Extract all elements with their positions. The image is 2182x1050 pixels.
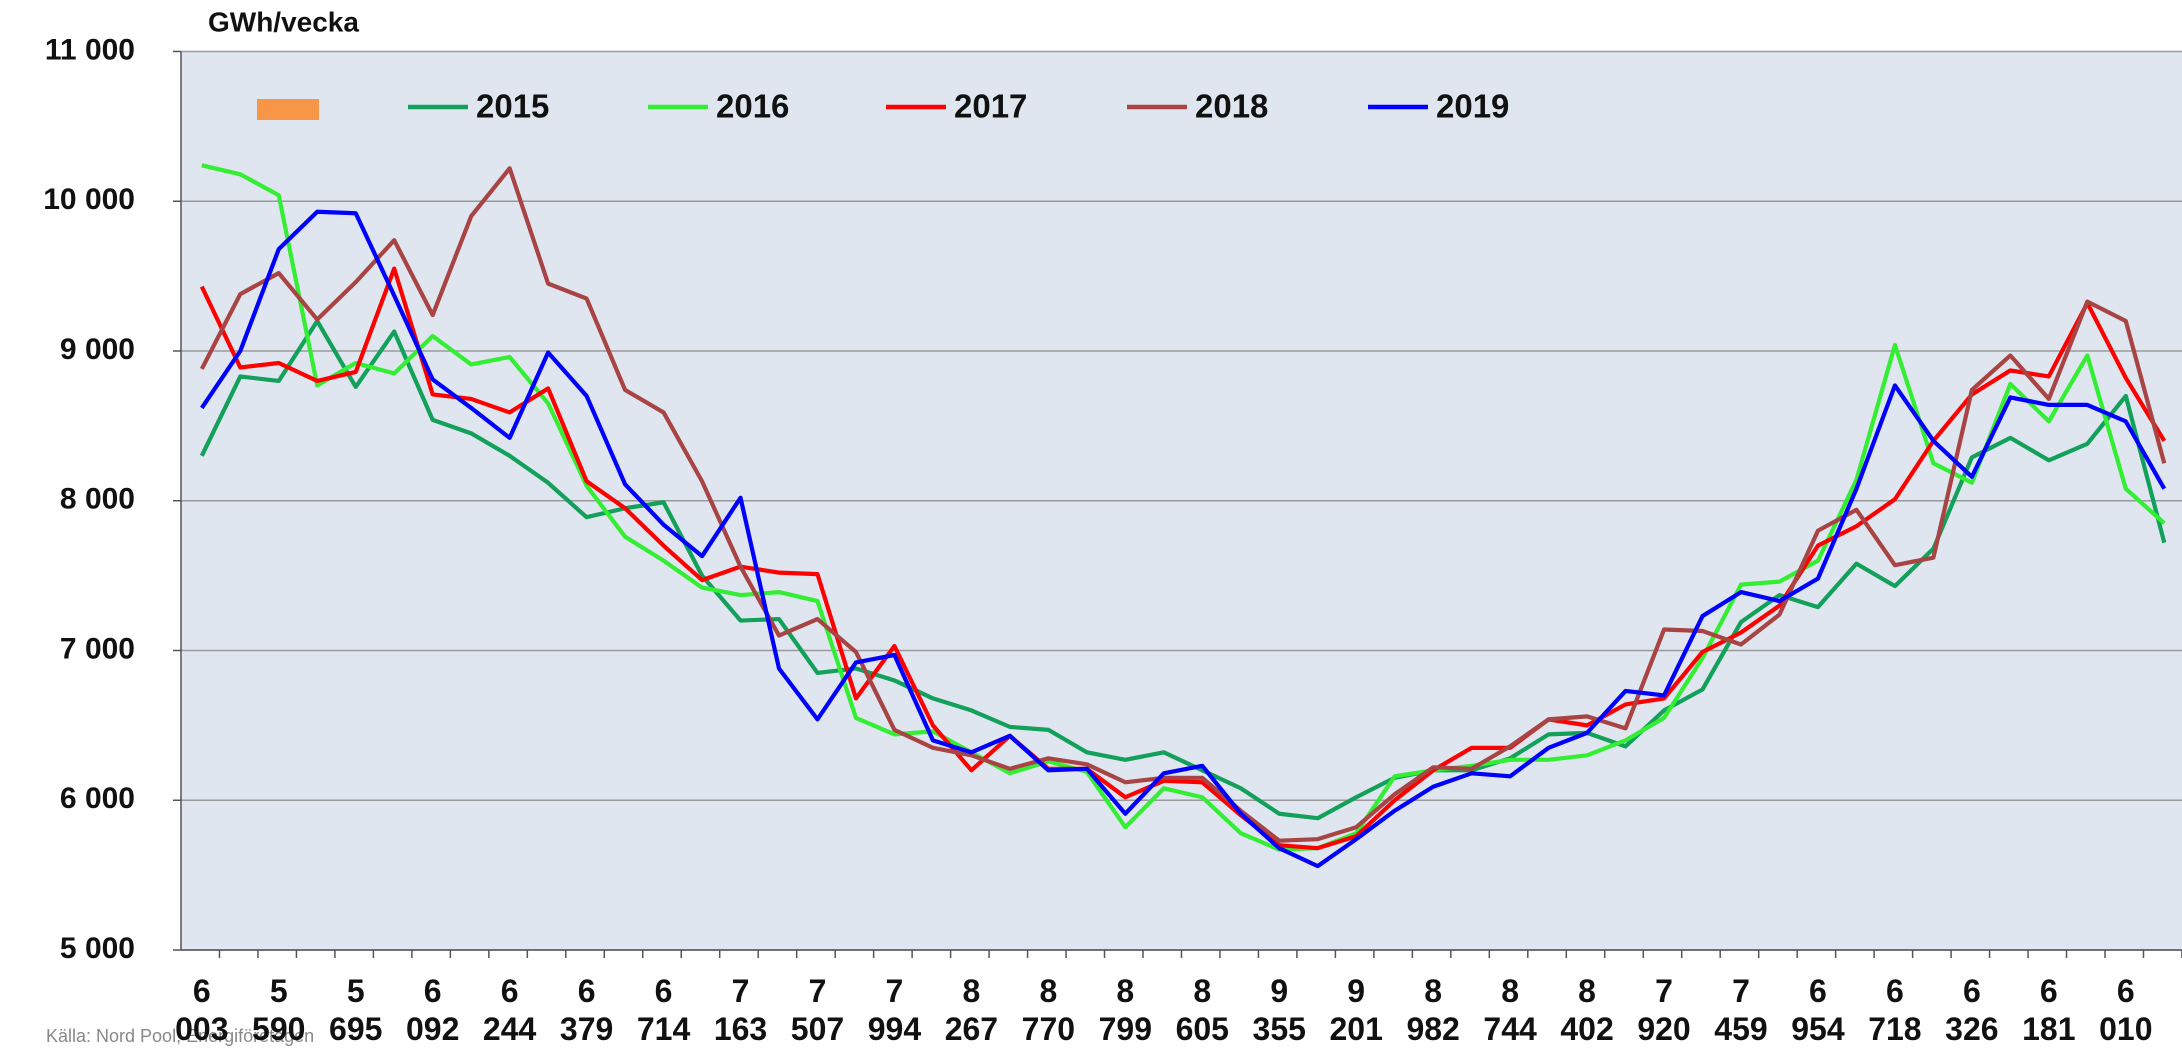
- x-tick-label: 6 244: [482, 973, 537, 1047]
- x-tick-label: 9 201: [1329, 973, 1383, 1047]
- y-tick-label: 9 000: [60, 333, 135, 366]
- x-tick-label: 8 267: [944, 973, 999, 1047]
- x-tick-label: 6 954: [1791, 973, 1845, 1047]
- x-tick-label: 6 010: [2099, 973, 2153, 1047]
- x-tick-label: 5 590: [252, 973, 306, 1047]
- x-tick-label: 8 799: [1098, 973, 1153, 1047]
- x-tick-label: 6 379: [559, 973, 614, 1047]
- x-tick-label: 8 982: [1406, 973, 1460, 1047]
- y-tick-label: 7 000: [60, 632, 135, 665]
- y-tick-label: 6 000: [60, 782, 135, 815]
- x-tick-label: 9 355: [1252, 973, 1306, 1047]
- series-line: [199, 318, 2167, 821]
- legend-label: 2015: [476, 88, 549, 125]
- x-tick-label: 8 402: [1560, 973, 1614, 1047]
- y-axis-label: GWh/vecka: [208, 6, 359, 37]
- legend-swatch: [257, 99, 319, 120]
- series-line: [199, 166, 2167, 843]
- legend-label: 2019: [1436, 88, 1509, 125]
- x-tick-label: 7 920: [1637, 973, 1691, 1047]
- y-tick-label: 11 000: [45, 33, 135, 66]
- x-tick-label: 8 770: [1021, 973, 1076, 1047]
- x-tick-label: 7 507: [790, 973, 845, 1047]
- legend-label: 2018: [1195, 88, 1268, 125]
- series-line: [200, 209, 2167, 869]
- y-tick-label: 8 000: [60, 483, 135, 516]
- x-tick-label: 6 714: [636, 973, 691, 1047]
- x-tick-label: 8 605: [1175, 973, 1229, 1047]
- x-tick-label: 6 092: [405, 973, 460, 1047]
- x-tick-label: 5 695: [329, 973, 383, 1047]
- x-tick-label: 7 994: [867, 973, 922, 1047]
- y-tick-label: 10 000: [43, 183, 135, 216]
- x-tick-label: 6 003: [175, 973, 229, 1047]
- x-tick-label: 8 744: [1483, 973, 1537, 1047]
- x-tick-label: 7 163: [713, 973, 768, 1047]
- x-tick-label: 7 459: [1714, 973, 1768, 1047]
- legend-label: 2016: [716, 88, 789, 125]
- x-tick-label: 6 326: [1945, 973, 1999, 1047]
- y-tick-label: 5 000: [60, 932, 135, 965]
- x-tick-label: 6 718: [1868, 973, 1922, 1047]
- x-tick-label: 6 181: [2022, 973, 2076, 1047]
- legend-label: 2017: [954, 88, 1027, 125]
- source-note: Källa: Nord Pool, Energiföretagen: [46, 1026, 315, 1046]
